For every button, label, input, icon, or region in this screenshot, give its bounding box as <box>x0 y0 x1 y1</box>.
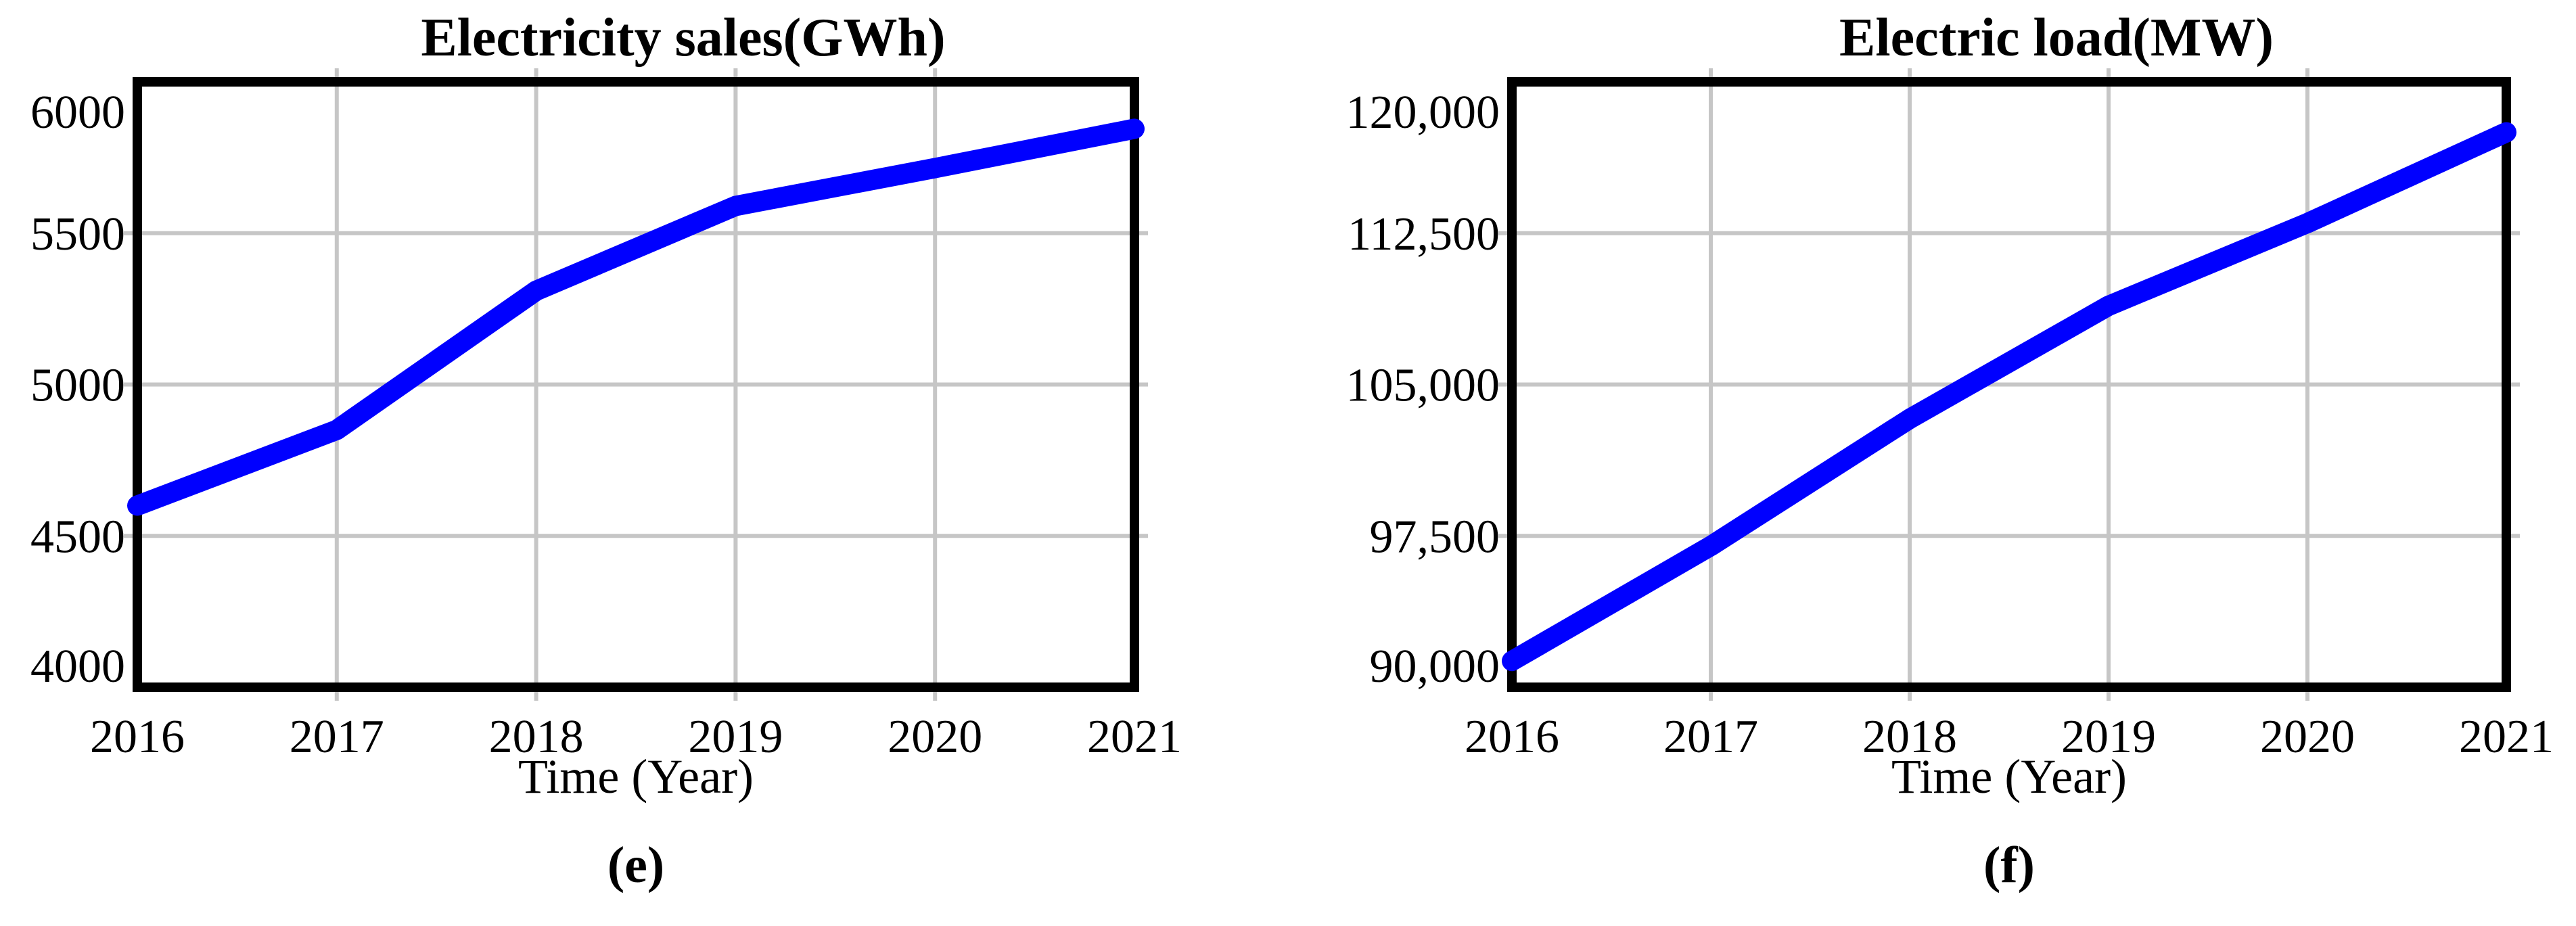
chart-e-caption: (e) <box>607 837 664 894</box>
chart-f-xtick-label-0: 2016 <box>1465 711 1559 763</box>
chart-f-ytick-label-4: 120,000 <box>1346 87 1500 139</box>
chart-f-ytick-label-1: 97,500 <box>1370 511 1500 563</box>
chart-e-ytick-label-4: 6000 <box>30 87 125 139</box>
chart-e-ytick-label-2: 5000 <box>30 360 125 412</box>
chart-f-title: Electric load(MW) <box>1839 8 2274 68</box>
chart-panel-e: 4000 4500 5000 5500 6000 2016 2017 2018 2019 202… <box>30 8 1182 894</box>
chart-f-data-line <box>1502 122 2516 672</box>
chart-e-title: Electricity sales(GWh) <box>421 8 945 68</box>
chart-e-ytick-label-0: 4000 <box>30 641 125 693</box>
chart-e-xtick-label-2: 2018 <box>489 711 584 763</box>
chart-f-ytick-label-0: 90,000 <box>1370 641 1500 693</box>
chart-e-xtick-label-5: 2021 <box>1087 711 1182 763</box>
chart-f-xtick-label-2: 2018 <box>1862 711 1957 763</box>
chart-f-ytick-labels: 90,000 97,500 105,000 112,500 120,000 <box>1346 87 1500 693</box>
chart-f-xtick-labels: 2016 2017 2018 2019 2020 2021 <box>1465 711 2554 763</box>
chart-f-xtick-label-5: 2021 <box>2459 711 2554 763</box>
chart-e-plot-frame <box>133 77 1139 692</box>
chart-f-ytick-label-2: 105,000 <box>1346 360 1500 412</box>
chart-f-xtick-label-4: 2020 <box>2260 711 2355 763</box>
chart-e-xtick-label-3: 2019 <box>688 711 783 763</box>
chart-e-ytick-label-3: 5500 <box>30 208 125 260</box>
chart-e-xtick-label-0: 2016 <box>90 711 185 763</box>
chart-f-plot-frame <box>1507 77 2511 692</box>
chart-f-caption: (f) <box>1983 837 2035 894</box>
chart-f-x-axis-label: Time (Year) <box>1891 749 2127 804</box>
chart-e-xtick-label-1: 2017 <box>290 711 384 763</box>
chart-e-ytick-labels: 4000 4500 5000 5500 6000 <box>30 87 125 693</box>
chart-f-ytick-label-3: 112,500 <box>1348 208 1500 260</box>
chart-e-xtick-label-4: 2020 <box>888 711 982 763</box>
chart-e-data-line <box>127 118 1145 516</box>
chart-f-xtick-label-1: 2017 <box>1663 711 1758 763</box>
chart-e-xtick-labels: 2016 2017 2018 2019 2020 2021 <box>90 711 1182 763</box>
chart-f-xtick-label-3: 2019 <box>2061 711 2156 763</box>
chart-e-x-axis-label: Time (Year) <box>518 749 754 804</box>
chart-f-gridlines <box>1498 68 2520 701</box>
chart-e-ytick-label-1: 4500 <box>30 511 125 563</box>
